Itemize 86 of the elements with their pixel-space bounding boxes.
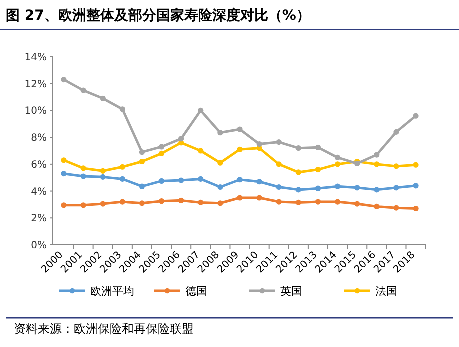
point	[100, 174, 106, 180]
point	[139, 150, 146, 156]
point	[198, 148, 204, 154]
point	[61, 202, 67, 208]
point	[394, 164, 400, 170]
point	[158, 178, 165, 184]
point	[334, 154, 341, 161]
point	[198, 176, 204, 182]
point	[158, 198, 165, 204]
point	[315, 186, 322, 192]
y-tick-label: 8%	[31, 133, 47, 144]
point	[158, 144, 165, 150]
point	[100, 201, 106, 207]
point	[413, 113, 419, 119]
point	[80, 174, 86, 180]
point	[374, 162, 380, 168]
point	[413, 183, 419, 189]
point	[80, 88, 86, 94]
point	[276, 199, 282, 205]
point	[256, 179, 262, 185]
point	[139, 184, 146, 190]
point	[100, 168, 106, 174]
point	[296, 146, 302, 152]
point	[334, 162, 341, 168]
y-tick-label: 6%	[31, 160, 47, 171]
point	[100, 96, 106, 102]
point	[80, 166, 86, 172]
point	[237, 126, 243, 132]
y-tick-label: 2%	[31, 214, 47, 225]
point	[178, 198, 184, 204]
point	[276, 162, 282, 168]
point	[256, 141, 262, 148]
point	[413, 206, 419, 212]
y-tick-label: 14%	[24, 52, 47, 64]
point	[61, 158, 67, 164]
point	[276, 184, 282, 190]
point	[413, 162, 419, 168]
legend-label: 法国	[376, 284, 398, 298]
point	[394, 205, 400, 211]
point	[334, 184, 341, 190]
point	[334, 199, 341, 205]
point	[178, 178, 184, 184]
y-tick-label: 4%	[31, 186, 47, 198]
text: 资料来源：欧洲保险和再保险联盟	[14, 322, 194, 336]
point	[198, 108, 204, 114]
point	[256, 195, 262, 201]
point	[80, 202, 86, 208]
point	[374, 204, 380, 210]
point	[374, 152, 380, 158]
point	[276, 139, 282, 146]
point	[315, 199, 322, 205]
y-tick-label: 12%	[24, 79, 47, 90]
point	[374, 187, 380, 193]
point	[198, 200, 204, 206]
point	[218, 160, 224, 166]
y-tick-label: 0%	[31, 240, 47, 252]
point	[315, 144, 322, 150]
point	[237, 146, 243, 152]
legend-label: 英国	[280, 284, 302, 298]
point	[120, 176, 126, 182]
point	[158, 150, 165, 156]
point	[315, 167, 322, 173]
point	[296, 200, 302, 206]
point	[394, 185, 400, 191]
point	[296, 170, 302, 176]
point	[120, 164, 126, 170]
point	[354, 201, 360, 207]
chart-title: 图 27、欧洲整体及部分国家寿险深度对比（%）	[6, 7, 310, 24]
point	[139, 200, 146, 206]
point	[218, 130, 224, 136]
point	[354, 185, 360, 191]
point	[394, 129, 400, 135]
point	[178, 136, 184, 142]
point	[237, 195, 243, 201]
point	[218, 184, 224, 190]
y-tick-label: 10%	[24, 106, 47, 118]
point	[218, 200, 224, 206]
point	[237, 177, 243, 183]
legend-label: 欧洲平均	[90, 284, 134, 298]
point	[139, 158, 146, 165]
legend-label: 德国	[186, 284, 208, 298]
point	[61, 171, 67, 177]
point	[120, 199, 126, 205]
point	[296, 187, 302, 193]
point	[61, 77, 67, 83]
point	[120, 106, 126, 112]
